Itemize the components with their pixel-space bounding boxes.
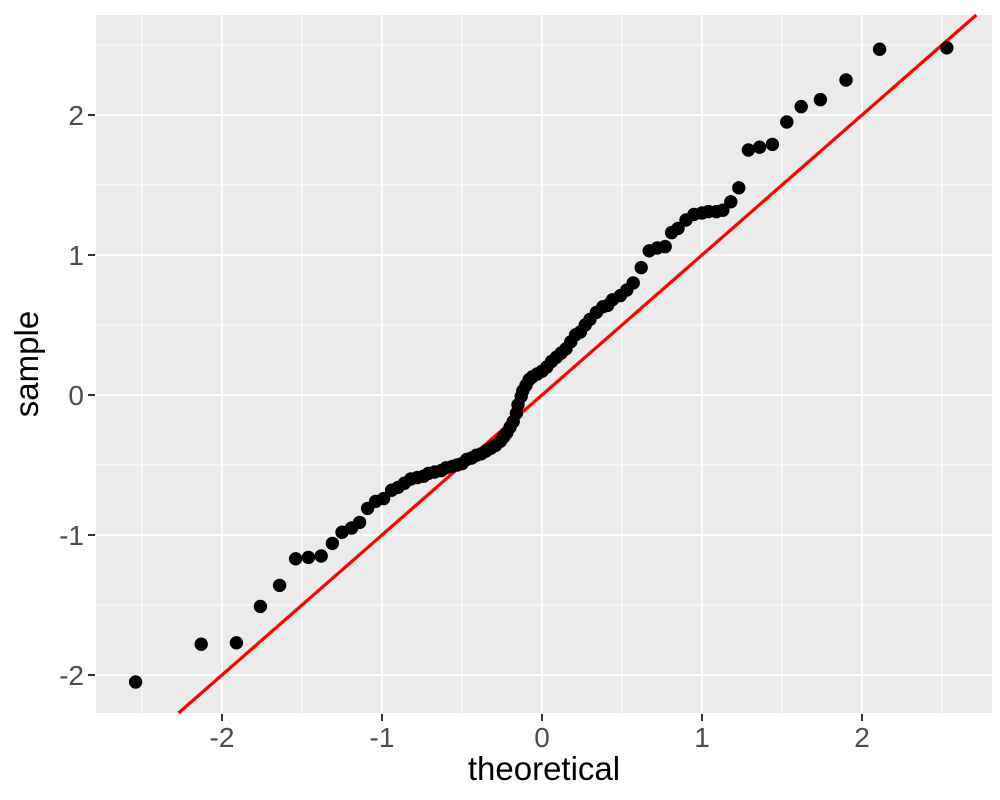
x-tick-label: -2: [210, 722, 235, 753]
data-point: [794, 99, 808, 114]
data-point: [128, 675, 143, 689]
qq-reference-line: [177, 13, 978, 715]
data-point: [752, 140, 767, 154]
reference-line-layer: [177, 13, 978, 715]
x-tick-label: 2: [854, 722, 870, 753]
x-tick-label: -1: [370, 722, 395, 753]
data-point: [376, 491, 391, 506]
data-point: [253, 599, 268, 614]
y-tick-label: 2: [68, 100, 84, 131]
data-point: [301, 550, 316, 565]
data-point: [940, 41, 954, 55]
data-point: [716, 203, 730, 217]
data-point: [314, 549, 328, 563]
data-point: [194, 637, 208, 651]
x-axis-title: theoretical: [468, 750, 620, 787]
y-tick-label: -1: [59, 520, 84, 551]
data-point: [839, 73, 853, 87]
data-point: [325, 536, 340, 551]
data-point: [671, 221, 685, 236]
data-point: [634, 260, 648, 275]
y-tick-label: 1: [68, 240, 84, 271]
x-tick-label: 1: [694, 722, 710, 753]
axis-layer: -2 -1 0 1 2 -2 -1 0 1 2: [59, 100, 870, 753]
data-point-layer: [128, 41, 954, 689]
data-point: [658, 239, 672, 254]
data-point: [765, 137, 780, 152]
y-tick-label: -2: [59, 660, 84, 691]
data-point: [872, 42, 887, 56]
data-point: [741, 143, 756, 157]
y-tick-label: 0: [68, 380, 84, 411]
gridline-layer: [96, 15, 992, 713]
data-point: [732, 181, 746, 195]
x-tick-label: 0: [534, 722, 550, 753]
data-point: [272, 578, 287, 593]
data-point: [780, 115, 794, 129]
y-axis-title: sample: [8, 311, 45, 417]
data-point: [724, 195, 738, 209]
data-point: [813, 92, 828, 107]
data-point: [352, 515, 367, 530]
data-point: [288, 552, 303, 566]
data-point: [626, 276, 640, 290]
data-point: [229, 636, 244, 650]
